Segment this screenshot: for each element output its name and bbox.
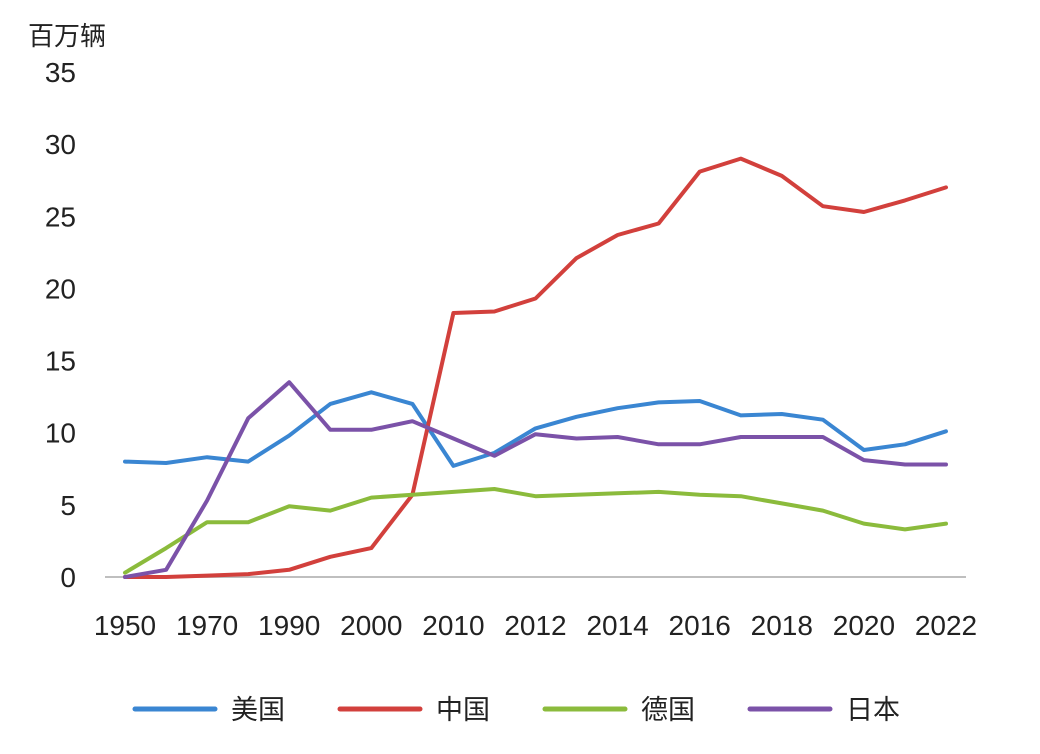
x-tick-label: 2022 (915, 610, 977, 641)
x-tick-label: 2016 (669, 610, 731, 641)
y-tick-label: 0 (60, 562, 76, 593)
x-tick-label: 1970 (176, 610, 238, 641)
series-line-3 (123, 380, 948, 579)
y-axis-ticks: 0 5 10 15 20 25 30 35 (45, 57, 76, 593)
x-tick-label: 2010 (422, 610, 484, 641)
y-tick-label: 25 (45, 201, 76, 232)
series-line-0 (123, 390, 948, 468)
series-line-2 (123, 487, 948, 575)
legend-label-2: 德国 (641, 695, 695, 726)
legend: 美国 中国 德国 日本 (132, 695, 900, 726)
y-tick-label: 5 (60, 490, 76, 521)
legend-label-3: 日本 (846, 695, 900, 726)
series-line-1 (123, 156, 948, 579)
x-axis-ticks: 1950 1970 1990 2000 2010 2012 2014 2016 2018 2020… (94, 610, 977, 641)
x-tick-label: 2018 (751, 610, 813, 641)
legend-label-1: 中国 (436, 695, 490, 726)
y-tick-label: 35 (45, 57, 76, 88)
x-tick-label: 2000 (340, 610, 402, 641)
y-tick-label: 20 (45, 273, 76, 304)
x-tick-label: 2014 (586, 610, 648, 641)
y-tick-label: 30 (45, 129, 76, 160)
legend-label-0: 美国 (231, 695, 285, 726)
x-tick-label: 1950 (94, 610, 156, 641)
y-tick-label: 10 (45, 418, 76, 449)
y-unit-label: 百万辆 (28, 22, 106, 52)
y-tick-label: 15 (45, 346, 76, 377)
x-tick-label: 1990 (258, 610, 320, 641)
x-tick-label: 2012 (504, 610, 566, 641)
x-tick-label: 2020 (833, 610, 895, 641)
series-lines (123, 156, 948, 579)
